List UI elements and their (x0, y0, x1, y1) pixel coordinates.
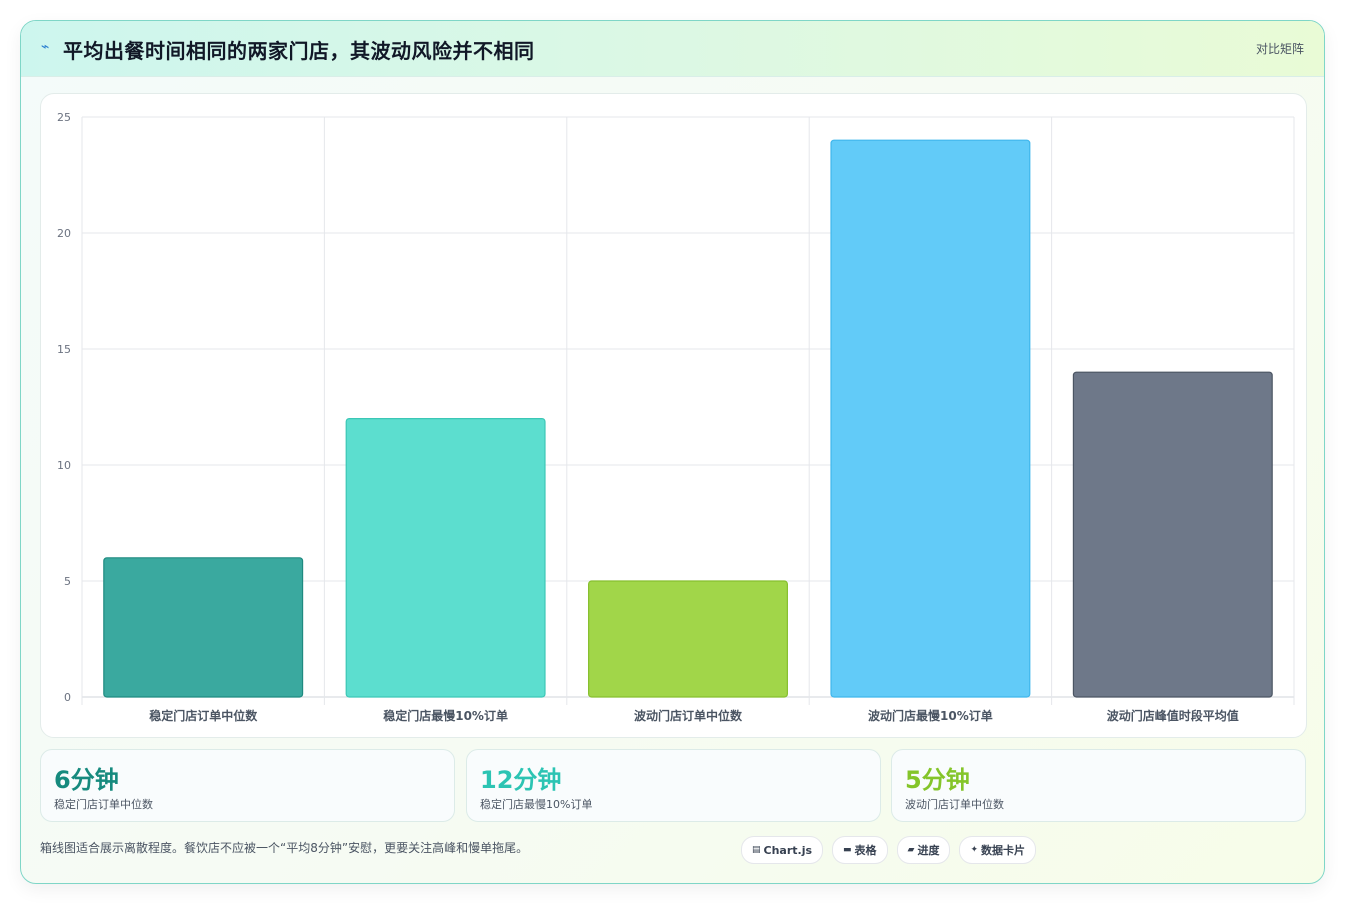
y-tick-label: 25 (57, 111, 71, 124)
y-tick-label: 10 (57, 459, 71, 472)
chart-icon: ▤ (752, 845, 761, 855)
dashboard-card: ⌁ 平均出餐时间相同的两家门店，其波动风险并不相同 对比矩阵 0 5 10 15 20 2… (20, 20, 1325, 884)
kpi-label: 稳定门店最慢10%订单 (480, 798, 593, 811)
x-tick-label: 稳定门店订单中位数 (149, 708, 258, 723)
bar (345, 418, 546, 698)
chip-table[interactable]: ▬ 表格 (832, 836, 888, 864)
x-tick-label: 波动门店订单中位数 (634, 708, 743, 723)
chip-label: 表格 (854, 844, 877, 857)
page-title: 平均出餐时间相同的两家门店，其波动风险并不相同 (63, 39, 535, 63)
x-tick-label: 稳定门店最慢10%订单 (383, 708, 508, 723)
kpi-label: 波动门店订单中位数 (905, 798, 1004, 811)
chip-data-card[interactable]: ✦ 数据卡片 (959, 836, 1037, 864)
kpi-card-3: 5分钟 波动门店订单中位数 (891, 749, 1306, 822)
table-icon: ▬ (843, 845, 852, 855)
y-tick-label: 20 (57, 227, 71, 240)
kpi-label: 稳定门店订单中位数 (54, 798, 153, 811)
bar (588, 580, 788, 698)
x-tick-label: 波动门店峰值时段平均值 (1107, 708, 1239, 723)
header-tag: 对比矩阵 (1255, 42, 1304, 56)
kpi-card-2: 12分钟 稳定门店最慢10%订单 (466, 749, 881, 822)
chip-progress[interactable]: ▰ 进度 (896, 836, 951, 864)
bar-chart: 0 5 10 15 20 25 稳定门店订单中位数 稳定门店最慢10%订单 波动门店订单中位数 波… (57, 111, 1295, 723)
chip-group: ▤ Chart.js ▬ 表格 ▰ 进度 ✦ 数据卡片 (741, 836, 1037, 864)
chip-chartjs[interactable]: ▤ Chart.js (741, 836, 824, 864)
y-tick-label: 5 (64, 575, 71, 588)
footnote: 箱线图适合展示离散程度。餐饮店不应被一个“平均8分钟”安慰，更要关注高峰和慢单拖… (40, 841, 529, 855)
y-tick-label: 0 (64, 691, 71, 704)
progress-icon: ▰ (907, 845, 915, 855)
chip-label: 进度 (917, 844, 940, 857)
kpi-value: 5分钟 (905, 766, 970, 794)
kpi-card-1: 6分钟 稳定门店订单中位数 (40, 749, 455, 822)
sparkle-icon: ✦ (970, 845, 979, 855)
kpi-value: 12分钟 (480, 766, 562, 794)
chip-label: Chart.js (763, 843, 813, 857)
bar (830, 139, 1031, 698)
chart-panel: 0 5 10 15 20 25 稳定门店订单中位数 稳定门店最慢10%订单 波动门店订单中位数 波… (40, 93, 1307, 738)
kpi-value: 6分钟 (54, 766, 119, 794)
x-tick-label: 波动门店最慢10%订单 (868, 708, 993, 723)
card-header: ⌁ 平均出餐时间相同的两家门店，其波动风险并不相同 对比矩阵 (21, 21, 1324, 77)
sparkline-icon: ⌁ (41, 39, 50, 55)
y-tick-label: 15 (57, 343, 71, 356)
chip-label: 数据卡片 (981, 844, 1026, 857)
bar (103, 557, 304, 698)
bar (1072, 371, 1273, 698)
